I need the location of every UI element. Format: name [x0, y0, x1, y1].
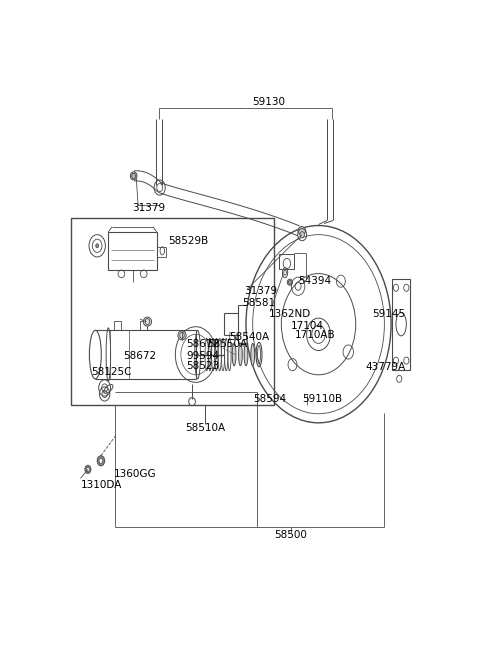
- Text: 31379: 31379: [244, 286, 277, 296]
- Text: 17104: 17104: [290, 321, 324, 330]
- Circle shape: [96, 244, 99, 248]
- Text: 58581: 58581: [242, 298, 276, 308]
- Ellipse shape: [251, 344, 254, 366]
- Ellipse shape: [144, 317, 152, 327]
- Ellipse shape: [244, 344, 248, 366]
- Bar: [392, 279, 410, 370]
- Circle shape: [86, 467, 89, 472]
- Text: 99594: 99594: [186, 351, 220, 361]
- Bar: [108, 232, 156, 270]
- Text: 58500: 58500: [274, 530, 307, 540]
- Ellipse shape: [239, 344, 242, 366]
- Ellipse shape: [130, 172, 137, 180]
- Text: 54394: 54394: [298, 276, 331, 286]
- Ellipse shape: [298, 227, 306, 235]
- Text: 58125C: 58125C: [92, 367, 132, 377]
- Text: 58540A: 58540A: [229, 332, 269, 342]
- Text: 1310DA: 1310DA: [81, 480, 122, 489]
- Ellipse shape: [178, 330, 186, 340]
- Text: 58529B: 58529B: [168, 236, 208, 246]
- Text: 59130: 59130: [252, 97, 285, 106]
- Circle shape: [99, 459, 103, 463]
- Text: 31379: 31379: [132, 203, 166, 213]
- Bar: [140, 321, 147, 330]
- Circle shape: [97, 456, 105, 466]
- Text: 58672: 58672: [123, 351, 156, 361]
- Ellipse shape: [232, 344, 236, 366]
- Text: 58550A: 58550A: [207, 340, 247, 350]
- Bar: [279, 254, 294, 269]
- Bar: [114, 321, 120, 330]
- Text: 59145: 59145: [372, 309, 406, 319]
- Circle shape: [288, 280, 291, 284]
- Circle shape: [300, 232, 304, 238]
- Text: 1362ND: 1362ND: [268, 309, 311, 319]
- Text: 1710AB: 1710AB: [294, 330, 335, 340]
- Text: 1360GG: 1360GG: [114, 470, 156, 480]
- Text: 58672: 58672: [186, 340, 220, 350]
- Bar: [71, 218, 274, 405]
- Text: 43779A: 43779A: [365, 362, 405, 373]
- Text: 58523: 58523: [186, 361, 220, 371]
- Bar: [156, 247, 166, 257]
- Text: 58594: 58594: [253, 394, 287, 403]
- Circle shape: [85, 465, 91, 474]
- Text: 58510A: 58510A: [185, 423, 225, 433]
- Text: 59110B: 59110B: [302, 394, 342, 403]
